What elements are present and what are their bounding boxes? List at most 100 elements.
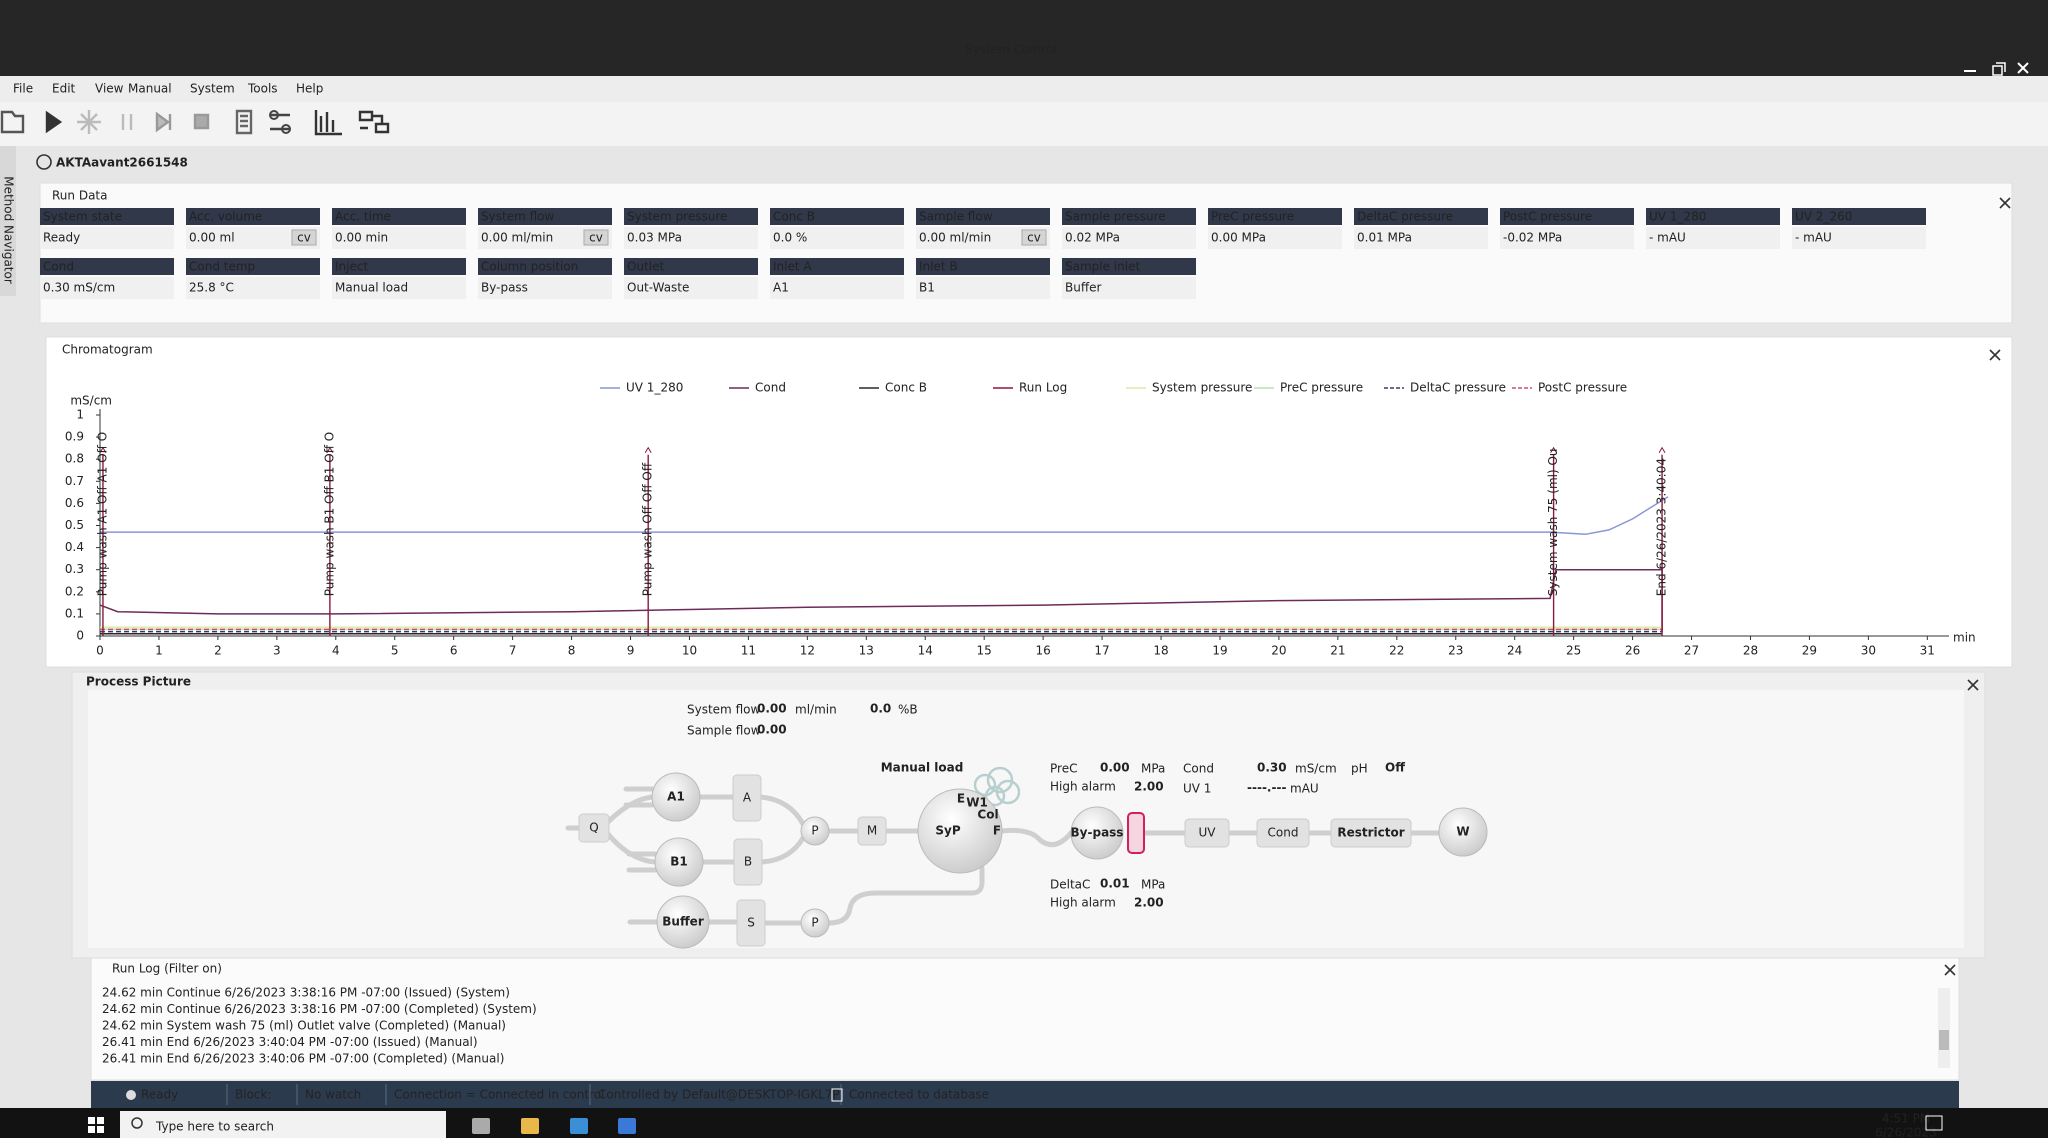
process-node[interactable] — [1184, 818, 1230, 848]
readout-label: System flow — [687, 703, 760, 717]
close-button[interactable] — [1944, 964, 1956, 976]
pause-button[interactable] — [121, 114, 133, 130]
field-value: 0.03 MPa — [627, 231, 682, 245]
process-node[interactable] — [656, 895, 710, 949]
process-node[interactable] — [732, 774, 762, 822]
process-node[interactable] — [733, 838, 763, 886]
taskbar-app[interactable] — [618, 1118, 636, 1134]
taskbar-app[interactable] — [472, 1118, 490, 1134]
continue-button[interactable] — [155, 111, 172, 133]
menu-item[interactable]: System — [190, 82, 235, 96]
taskbar-app[interactable] — [521, 1118, 539, 1134]
cv-button[interactable] — [583, 229, 609, 246]
panel-title: Process Picture — [86, 675, 191, 689]
node-label: B — [744, 855, 752, 869]
window-close-button[interactable] — [2017, 62, 2029, 74]
window-title: System Control — [965, 43, 1057, 57]
view-button[interactable] — [269, 110, 279, 120]
pipe — [826, 865, 985, 926]
process-node[interactable] — [800, 816, 830, 846]
node-label: Q — [589, 821, 598, 835]
node-label: P — [811, 916, 818, 930]
method-button[interactable] — [77, 110, 101, 134]
readout-value: 0.30 — [1257, 761, 1287, 775]
process-node[interactable] — [1330, 818, 1412, 848]
node-label: W — [1456, 825, 1469, 839]
process-node[interactable] — [1070, 806, 1124, 860]
process-node[interactable] — [1438, 807, 1488, 857]
side-tab-label[interactable]: Method Navigator — [2, 176, 16, 284]
log-button[interactable] — [235, 109, 253, 135]
search-placeholder: Type here to search — [155, 1120, 274, 1134]
menu-item[interactable]: View — [95, 82, 124, 96]
legend-label: DeltaC pressure — [1410, 381, 1506, 395]
notification-button[interactable] — [1925, 1115, 1943, 1131]
run-log-label: Pump wash Off Off Off — [641, 462, 655, 596]
cv-button-label: cv — [589, 231, 603, 245]
cv-button[interactable] — [1021, 229, 1047, 246]
alarm-value: 2.00 — [1134, 896, 1164, 910]
menu-item[interactable]: Help — [296, 82, 323, 96]
readout-label: Sample flow — [687, 724, 761, 738]
run-button[interactable] — [45, 110, 63, 134]
run-log-entry: 24.62 min Continue 6/26/2023 3:38:16 PM … — [102, 1002, 537, 1016]
field-label: Column position — [481, 260, 578, 274]
close-button[interactable] — [1967, 679, 1979, 691]
start-button[interactable] — [88, 1117, 104, 1133]
status-indicator — [126, 1090, 136, 1100]
field-header — [770, 258, 904, 275]
field-value-box — [1354, 227, 1488, 249]
readout-value: 0.00 — [757, 723, 787, 737]
process-node[interactable] — [917, 788, 1003, 874]
process-node[interactable] — [736, 899, 766, 947]
process-node[interactable] — [800, 908, 830, 938]
process-node[interactable] — [1256, 818, 1310, 848]
field-header — [1354, 208, 1488, 225]
field-header — [186, 258, 320, 275]
process-node[interactable] — [857, 816, 887, 846]
menu-item[interactable]: Tools — [247, 82, 278, 96]
field-header — [1500, 208, 1634, 225]
close-button[interactable] — [1999, 197, 2011, 209]
field-value: 0.0 % — [773, 231, 807, 245]
readout-unit: MPa — [1141, 878, 1165, 892]
flow-button[interactable] — [358, 110, 390, 134]
menu-item[interactable]: Edit — [52, 82, 76, 96]
pipe — [758, 794, 806, 827]
search-box[interactable] — [120, 1111, 446, 1138]
stop-button[interactable] — [193, 113, 210, 130]
readout-value: Off — [1385, 761, 1405, 775]
field-value-box — [770, 227, 904, 249]
run-log-entry: 26.41 min End 6/26/2023 3:40:06 PM -07:0… — [102, 1052, 504, 1066]
sample-loop — [984, 785, 1006, 807]
cv-button[interactable] — [291, 229, 317, 246]
database-icon — [831, 1088, 843, 1102]
scrollbar-thumb[interactable] — [1939, 1030, 1949, 1050]
open-button[interactable] — [0, 110, 25, 134]
view-button[interactable] — [270, 113, 290, 131]
menu-item[interactable]: Manual — [128, 82, 172, 96]
taskbar-app[interactable] — [570, 1118, 588, 1134]
close-button[interactable] — [1989, 349, 2001, 361]
readout-unit: ml/min — [795, 703, 837, 717]
field-value: 0.00 MPa — [1211, 231, 1266, 245]
field-value-box — [332, 277, 466, 299]
process-node[interactable] — [651, 772, 701, 822]
restore-button[interactable] — [1992, 62, 2006, 76]
chart-button[interactable] — [314, 110, 342, 136]
scrollbar[interactable] — [1938, 988, 1950, 1068]
field-label: Inlet A — [773, 260, 812, 274]
process-node[interactable] — [578, 813, 610, 843]
menu-item[interactable]: File — [13, 82, 33, 96]
node-label: S — [747, 916, 755, 930]
y-tick-label: 0.8 — [65, 452, 84, 466]
field-label: System state — [43, 210, 122, 224]
panel-title: Run Data — [52, 189, 107, 203]
view-button[interactable] — [281, 124, 291, 134]
field-label: System pressure — [627, 210, 727, 224]
process-node[interactable] — [654, 837, 704, 887]
field-value: Out-Waste — [627, 281, 689, 295]
sample-loop — [986, 766, 1014, 794]
x-tick-label: 15 — [977, 644, 992, 658]
x-tick-label: 29 — [1802, 644, 1817, 658]
